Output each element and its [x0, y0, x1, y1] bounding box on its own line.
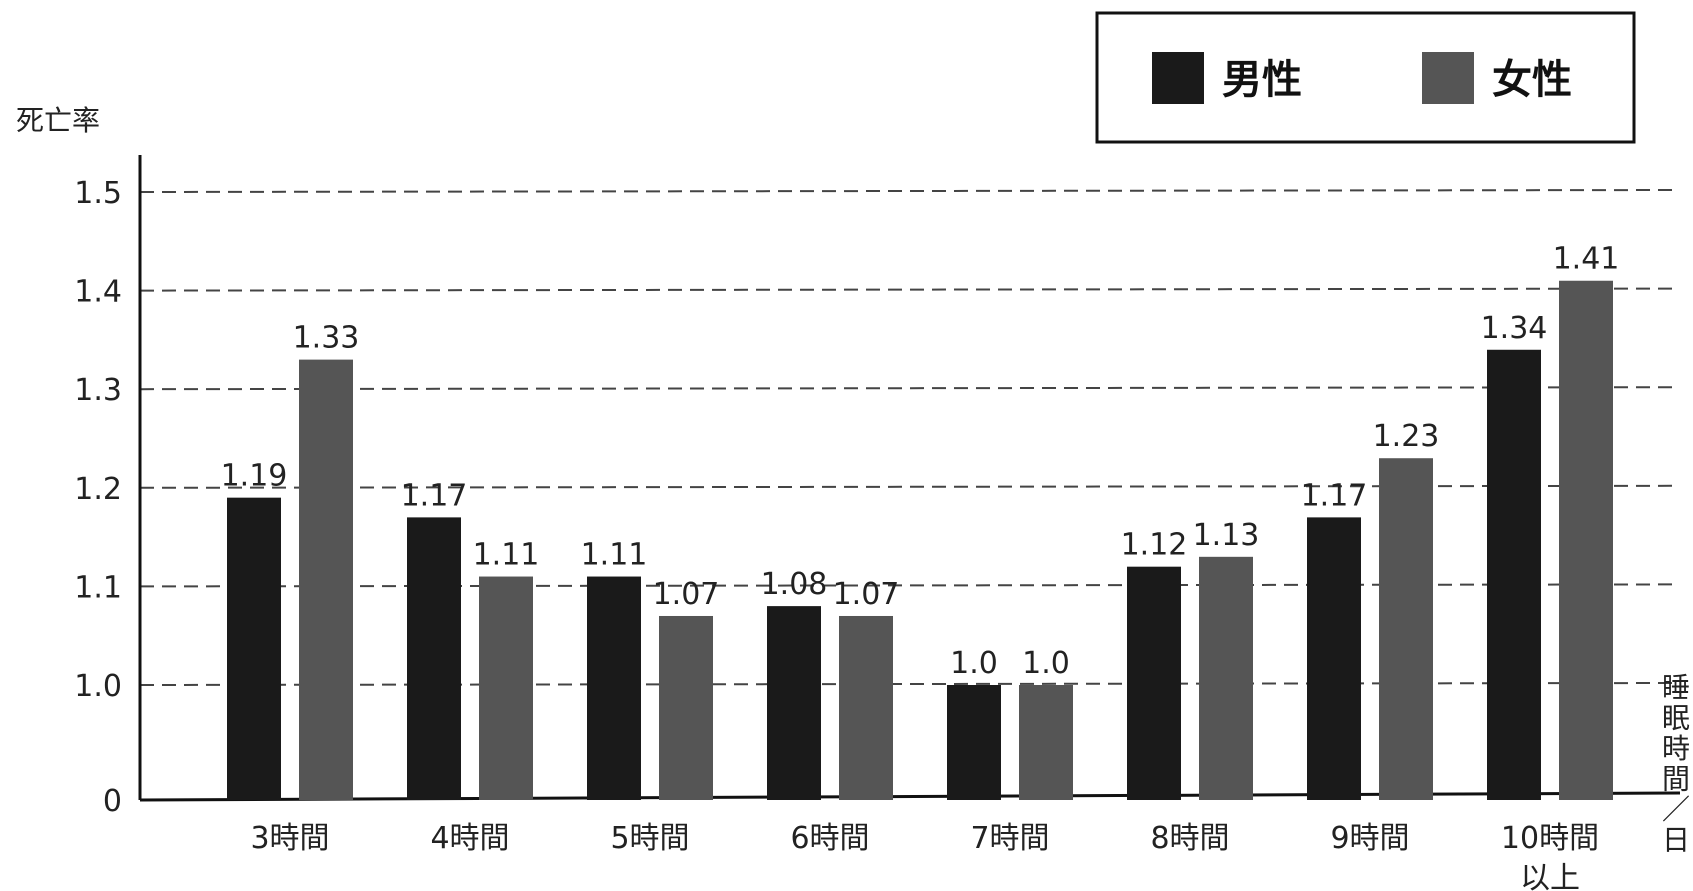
data-label: 1.34 [1481, 311, 1548, 346]
x-axis-title-char: 日 [1662, 824, 1690, 857]
grid-line [139, 583, 1681, 588]
x-tick-label: 7時間 [970, 821, 1049, 856]
y-axis-title: 死亡率 [16, 104, 100, 137]
x-axis-title-char: 眠 [1662, 702, 1690, 735]
legend-label-female: 女性 [1492, 57, 1572, 103]
x-tick-label: 6時間 [790, 821, 869, 856]
grid-line [139, 189, 1681, 193]
grid-line [139, 682, 1681, 686]
bar-female [299, 359, 353, 800]
grid-line [139, 287, 1681, 292]
y-tick-label: 1.5 [74, 176, 122, 211]
bar-female [1559, 280, 1613, 800]
bar-male [587, 576, 641, 800]
data-label: 1.11 [581, 538, 648, 573]
bar-female [1199, 556, 1253, 800]
x-tick-label: 4時間 [430, 821, 509, 856]
bars [227, 280, 1613, 800]
grid-line [139, 484, 1681, 489]
x-axis-title-char: 間 [1662, 763, 1690, 796]
data-label: 1.0 [1022, 646, 1070, 681]
bar-female [479, 576, 533, 800]
bar-male [1127, 566, 1181, 800]
y-tick-labels: 0 1.0 1.1 1.2 1.3 1.4 1.5 [74, 176, 122, 819]
data-label: 1.07 [653, 577, 720, 612]
data-label: 1.0 [950, 646, 998, 681]
data-label: 1.41 [1553, 242, 1620, 277]
x-axis-title-char: 時 [1662, 732, 1690, 765]
x-tick-label: 3時間 [250, 821, 329, 856]
x-tick-label: 9時間 [1330, 821, 1409, 856]
data-label: 1.23 [1373, 419, 1440, 454]
data-label: 1.12 [1121, 528, 1188, 563]
y-tick-label: 0 [103, 784, 122, 819]
y-tick-label: 1.4 [74, 275, 122, 310]
x-tick-label: 以上 [1520, 861, 1580, 891]
data-label: 1.07 [833, 577, 900, 612]
legend-swatch-female [1422, 52, 1474, 104]
x-tick-label: 8時間 [1150, 821, 1229, 856]
data-label: 1.33 [293, 321, 360, 356]
bar-female [1379, 458, 1433, 800]
data-label: 1.19 [221, 459, 288, 494]
legend-label-male: 男性 [1222, 57, 1302, 103]
y-tick-label: 1.2 [74, 472, 122, 507]
bar-male [227, 497, 281, 800]
bar-female [1019, 685, 1073, 800]
legend: 男性 女性 [1095, 11, 1636, 144]
data-label: 1.08 [761, 567, 828, 602]
legend-swatch-male [1152, 52, 1204, 104]
x-axis-line [139, 791, 1681, 802]
bar-female [839, 615, 893, 800]
data-label: 1.11 [473, 538, 540, 573]
grid-lines [139, 189, 1681, 686]
y-tick-label: 1.0 [74, 669, 122, 704]
bar-male [1307, 517, 1361, 800]
bar-male [407, 517, 461, 800]
axes [138, 155, 1681, 802]
x-axis-title-char: ／ [1662, 793, 1690, 826]
y-tick-label: 1.3 [74, 373, 122, 408]
y-tick-label: 1.1 [74, 570, 122, 605]
data-label: 1.17 [1301, 478, 1368, 513]
data-label: 1.17 [401, 478, 468, 513]
bar-male [1487, 349, 1541, 800]
x-tick-label: 5時間 [610, 821, 689, 856]
grid-line [139, 386, 1681, 391]
bar-female [659, 615, 713, 800]
bar-male [767, 606, 821, 800]
x-axis-title-char: 睡 [1662, 671, 1690, 704]
x-tick-label: 10時間 [1501, 821, 1599, 856]
data-labels: 1.191.331.171.11 1.111.07 1.08 1.071.0 1.01.… [221, 242, 1620, 681]
bar-male [947, 685, 1001, 800]
data-label: 1.13 [1193, 518, 1260, 553]
